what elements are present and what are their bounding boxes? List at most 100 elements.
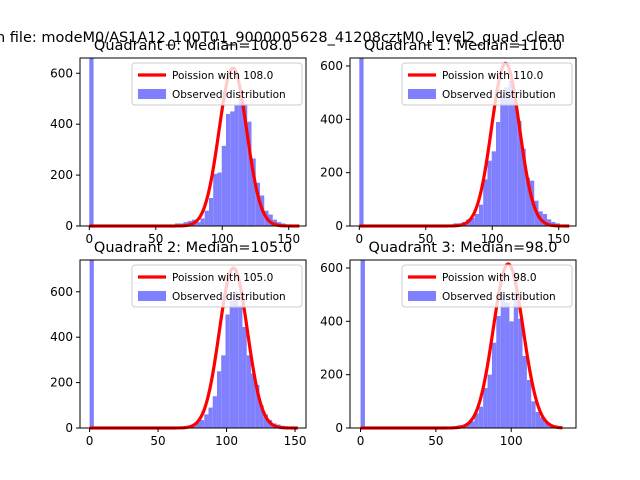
legend-hist-swatch bbox=[408, 89, 436, 99]
y-tick-label: 200 bbox=[50, 376, 73, 390]
subplot-title: Quadrant 1: Median=110.0 bbox=[364, 38, 562, 54]
histogram-bar bbox=[509, 321, 514, 428]
legend-fit-label: Poission with 105.0 bbox=[172, 272, 273, 284]
legend-hist-label: Observed distribution bbox=[172, 89, 286, 101]
figure-suptitle: n file: modeM0/AS1A12_100T01_9000005628_… bbox=[0, 30, 565, 46]
y-tick-label: 600 bbox=[50, 285, 73, 299]
histogram-bar bbox=[513, 292, 519, 428]
subplot-title: Quadrant 3: Median=98.0 bbox=[369, 240, 558, 256]
legend-box bbox=[401, 62, 573, 106]
histogram-bar bbox=[204, 414, 209, 428]
histogram-bar bbox=[500, 292, 506, 428]
y-tick-label: 0 bbox=[335, 219, 343, 233]
x-tick-label: 50 bbox=[418, 232, 433, 246]
x-tick-label: 50 bbox=[148, 232, 163, 246]
histogram-bar bbox=[474, 413, 479, 428]
legend-hist-swatch bbox=[138, 291, 166, 301]
histogram-bar bbox=[263, 414, 268, 428]
histogram-bar bbox=[504, 87, 509, 226]
histogram-bar bbox=[199, 420, 205, 428]
histogram-bar bbox=[255, 182, 260, 226]
histogram-bar bbox=[487, 160, 492, 226]
histogram-bar bbox=[89, 58, 94, 226]
histogram-bar bbox=[229, 300, 234, 428]
subplot-quadrant-0: 0 50 100 150 0 200 400 600 Quadrant 0: Median=10… bbox=[50, 38, 307, 246]
histogram-bar bbox=[251, 158, 256, 226]
histogram-bar bbox=[478, 204, 484, 226]
legend-box bbox=[131, 264, 303, 308]
x-tick-label: 100 bbox=[500, 434, 523, 448]
subplot-quadrant-1: 0 50 100 150 0 200 400 600 Quadrant 1: Median=11… bbox=[320, 38, 577, 246]
histogram-bar bbox=[259, 405, 264, 428]
histogram-bar bbox=[255, 384, 260, 428]
x-tick-label: 0 bbox=[85, 232, 93, 246]
legend-fit-label: Poission with 98.0 bbox=[442, 272, 537, 284]
histogram-bar bbox=[508, 80, 513, 226]
legend-hist-label: Observed distribution bbox=[172, 291, 286, 303]
histogram-bar bbox=[230, 111, 235, 226]
legend-hist-swatch bbox=[138, 89, 166, 99]
y-tick-label: 600 bbox=[320, 59, 343, 73]
histogram-bar bbox=[359, 58, 364, 226]
histogram-bar bbox=[213, 173, 218, 226]
histogram-bar bbox=[221, 355, 226, 428]
y-tick-label: 200 bbox=[50, 168, 73, 182]
x-tick-label: 150 bbox=[284, 434, 307, 448]
histogram-bar bbox=[500, 95, 505, 226]
histogram-bar bbox=[200, 218, 205, 226]
legend-hist-label: Observed distribution bbox=[442, 89, 556, 101]
y-tick-label: 400 bbox=[50, 330, 73, 344]
histogram-bar bbox=[242, 326, 247, 428]
histogram-bar bbox=[212, 396, 217, 428]
x-tick-label: 100 bbox=[211, 232, 234, 246]
y-tick-label: 600 bbox=[320, 261, 343, 275]
subplot-quadrant-3: 0 50 100 0 200 400 600 Quadrant 3: Median=98.0 P… bbox=[320, 240, 577, 448]
legend-fit-label: Poission with 108.0 bbox=[172, 70, 273, 82]
histogram-bar bbox=[544, 422, 549, 428]
y-tick-label: 400 bbox=[50, 117, 73, 131]
x-tick-label: 150 bbox=[547, 232, 570, 246]
histogram-bar bbox=[247, 121, 252, 226]
legend-hist-label: Observed distribution bbox=[442, 291, 556, 303]
histogram-bar bbox=[474, 214, 479, 226]
histogram-bar bbox=[521, 148, 526, 226]
x-tick-label: 50 bbox=[150, 434, 165, 448]
legend-hist-swatch bbox=[408, 291, 436, 301]
histogram-bar bbox=[225, 314, 230, 428]
axes-frame bbox=[79, 57, 307, 227]
histogram-bar bbox=[246, 355, 251, 428]
y-tick-label: 0 bbox=[335, 421, 343, 435]
axes-frame bbox=[79, 259, 307, 429]
y-tick-label: 600 bbox=[50, 66, 73, 80]
histogram-bar bbox=[238, 98, 243, 226]
histogram-bar bbox=[478, 406, 484, 428]
histogram-bar bbox=[233, 291, 239, 428]
histogram-bar bbox=[496, 316, 501, 428]
histogram-bar bbox=[242, 103, 248, 226]
histogram-bar bbox=[525, 178, 530, 226]
legend-box bbox=[401, 264, 573, 308]
axes-frame bbox=[349, 57, 577, 227]
x-tick-label: 0 bbox=[86, 434, 94, 448]
histogram-bar bbox=[89, 260, 94, 428]
histogram-bar bbox=[491, 151, 496, 226]
x-tick-label: 150 bbox=[277, 232, 300, 246]
histogram-bar bbox=[522, 356, 527, 428]
histogram-bar bbox=[360, 260, 365, 428]
histogram-bar bbox=[470, 421, 475, 428]
histogram-bar bbox=[238, 305, 243, 428]
y-tick-label: 400 bbox=[320, 112, 343, 126]
histogram-bar bbox=[495, 122, 501, 226]
histogram-bar bbox=[195, 422, 200, 428]
y-tick-label: 200 bbox=[320, 368, 343, 382]
legend-box bbox=[131, 62, 303, 106]
subplot-title: Quadrant 2: Median=105.0 bbox=[94, 240, 292, 256]
histogram-bar bbox=[505, 302, 510, 428]
histogram-bar bbox=[535, 412, 540, 428]
histogram-bar bbox=[208, 407, 213, 428]
histogram-bar bbox=[483, 388, 488, 428]
x-tick-label: 100 bbox=[481, 232, 504, 246]
subplot-title: Quadrant 0: Median=108.0 bbox=[94, 38, 292, 54]
histogram-bar bbox=[470, 218, 475, 226]
x-tick-label: 50 bbox=[428, 434, 443, 448]
